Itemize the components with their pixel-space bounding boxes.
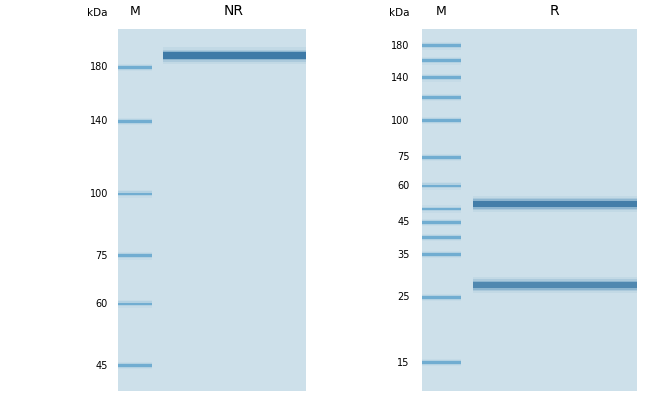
Bar — [118, 302, 152, 306]
Bar — [422, 29, 637, 391]
Text: 35: 35 — [397, 250, 410, 260]
Text: NR: NR — [224, 4, 244, 18]
Bar — [422, 205, 461, 213]
Bar — [422, 219, 461, 226]
Bar — [422, 95, 461, 100]
Bar — [422, 75, 461, 80]
Text: 100: 100 — [391, 116, 410, 126]
Bar — [422, 235, 461, 240]
Bar — [422, 362, 461, 364]
Bar — [422, 155, 461, 160]
Bar — [118, 364, 152, 367]
Bar — [422, 183, 461, 188]
Bar — [422, 43, 461, 48]
Bar — [422, 96, 461, 99]
Bar — [422, 154, 461, 161]
Bar — [118, 191, 152, 196]
Bar — [422, 58, 461, 63]
Bar — [422, 59, 461, 62]
Bar — [422, 234, 461, 241]
Bar — [118, 190, 152, 198]
Bar — [422, 359, 461, 366]
Bar — [162, 50, 306, 62]
Bar — [118, 66, 152, 69]
Bar — [473, 280, 637, 291]
Bar — [162, 52, 306, 59]
Text: 100: 100 — [90, 189, 108, 199]
Bar — [422, 182, 461, 190]
Bar — [422, 252, 461, 257]
Bar — [422, 360, 461, 365]
Bar — [422, 296, 461, 299]
Text: kDa: kDa — [389, 8, 410, 18]
Bar — [473, 196, 637, 213]
Text: M: M — [436, 5, 447, 18]
Text: kDa: kDa — [87, 8, 108, 18]
Text: M: M — [130, 5, 140, 18]
Text: 60: 60 — [398, 181, 410, 191]
Bar — [422, 74, 461, 82]
Text: 140: 140 — [90, 116, 108, 126]
Text: 180: 180 — [391, 41, 410, 51]
Text: 45: 45 — [96, 361, 108, 371]
Bar — [422, 236, 461, 239]
Bar — [118, 252, 152, 260]
Bar — [118, 253, 152, 258]
Bar — [422, 57, 461, 64]
Bar — [422, 118, 461, 123]
Bar — [422, 251, 461, 258]
Text: 75: 75 — [397, 152, 410, 162]
Bar — [118, 120, 152, 123]
Bar — [162, 47, 306, 64]
Bar — [473, 281, 637, 290]
Text: 15: 15 — [397, 358, 410, 368]
Bar — [422, 94, 461, 101]
Bar — [422, 208, 461, 210]
Text: 180: 180 — [90, 62, 108, 72]
Bar — [118, 302, 152, 305]
Bar — [473, 198, 637, 210]
Bar — [118, 65, 152, 70]
Bar — [422, 45, 461, 47]
Bar — [422, 253, 461, 256]
Bar — [118, 64, 152, 71]
Text: 75: 75 — [96, 251, 108, 261]
Text: 25: 25 — [397, 292, 410, 302]
Bar — [422, 119, 461, 122]
Bar — [422, 77, 461, 79]
Bar — [118, 300, 152, 307]
Bar — [473, 282, 637, 288]
Bar — [118, 193, 152, 195]
Bar — [422, 295, 461, 300]
Bar — [422, 156, 461, 158]
Bar — [118, 363, 152, 368]
Text: 140: 140 — [391, 73, 410, 83]
Bar — [422, 42, 461, 50]
Bar — [422, 220, 461, 225]
Bar — [118, 119, 152, 124]
Text: 45: 45 — [397, 218, 410, 228]
Text: R: R — [550, 4, 560, 18]
Bar — [473, 199, 637, 209]
Bar — [422, 117, 461, 124]
Bar — [118, 362, 152, 369]
Bar — [422, 221, 461, 224]
Bar — [162, 51, 306, 60]
Bar — [422, 207, 461, 211]
Bar — [473, 201, 637, 207]
Bar — [473, 277, 637, 293]
Bar — [422, 185, 461, 187]
Bar — [422, 294, 461, 301]
Text: 60: 60 — [96, 299, 108, 309]
Bar — [118, 118, 152, 125]
Bar — [118, 255, 152, 257]
Bar — [118, 29, 306, 391]
